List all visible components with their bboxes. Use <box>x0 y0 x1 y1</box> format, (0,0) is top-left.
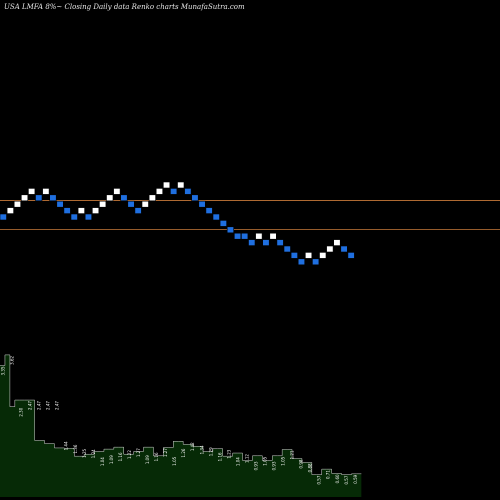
volume-label: 1.34 <box>199 445 204 454</box>
renko-brick-down <box>35 194 43 202</box>
renko-brick-down <box>340 245 348 253</box>
volume-label: 2.47 <box>46 401 51 410</box>
volume-label: 0.59 <box>353 474 358 483</box>
volume-label: 1.04 <box>235 457 240 466</box>
volume-label: 1.21 <box>290 450 295 459</box>
renko-brick-up <box>269 232 277 240</box>
volume-label: 2.47 <box>55 401 60 410</box>
volume-label: 1.25 <box>82 448 87 457</box>
renko-brick-up <box>113 188 121 195</box>
renko-brick-down <box>283 245 291 253</box>
volume-label: 1.16 <box>217 452 222 461</box>
renko-brick-down <box>191 194 199 202</box>
volume-label: 1.12 <box>244 454 249 463</box>
renko-brick-down <box>134 207 142 214</box>
volume-outline <box>0 354 362 475</box>
volume-label: 1.05 <box>172 456 177 465</box>
volume-area <box>0 354 362 497</box>
renko-brick-up <box>6 207 14 214</box>
renko-brick-down <box>70 213 78 221</box>
renko-brick-down <box>219 220 227 227</box>
volume-label: 1.26 <box>181 448 186 457</box>
volume-label: 0.88 <box>308 463 313 472</box>
renko-brick-down <box>212 213 220 221</box>
renko-brick-up <box>13 200 21 208</box>
renko-bricks <box>0 181 355 266</box>
volume-label: 1.29 <box>208 447 213 456</box>
volume-label: 1.27 <box>163 448 168 457</box>
volume-label: 2.47 <box>37 401 42 410</box>
renko-brick-down <box>127 200 135 208</box>
volume-label: 1.04 <box>100 457 105 466</box>
renko-brick-down <box>84 213 92 221</box>
renko-brick-up <box>77 207 85 214</box>
renko-brick-up <box>333 239 341 246</box>
renko-brick-down <box>226 226 234 234</box>
volume-label: 1.16 <box>154 452 159 461</box>
renko-brick-up <box>141 200 149 208</box>
renko-brick-down <box>49 194 57 202</box>
renko-brick-up <box>304 252 313 259</box>
volume-label: 1.09 <box>109 455 114 464</box>
renko-brick-down <box>347 252 355 259</box>
volume-label: 0.57 <box>344 475 349 484</box>
volume-label: 2.47 <box>28 401 33 410</box>
volume-label: 0.93 <box>253 461 258 470</box>
renko-brick-up <box>148 194 156 202</box>
renko-brick-down <box>170 188 178 195</box>
volume-label: 1.36 <box>73 444 78 453</box>
volume-label: 1.23 <box>226 449 231 458</box>
renko-brick-down <box>63 207 71 214</box>
volume-label: 1.05 <box>281 456 286 465</box>
renko-brick-down <box>312 258 320 266</box>
renko-brick-up <box>92 207 100 214</box>
renko-brick-down <box>248 239 256 246</box>
volume-label: 0.57 <box>317 475 322 484</box>
volume-label: 3.62 <box>10 355 15 364</box>
renko-brick-down <box>276 239 284 246</box>
reference-lines <box>0 200 500 230</box>
renko-brick-down <box>297 258 306 266</box>
renko-brick-up <box>99 200 107 208</box>
volume-label: 0.98 <box>299 459 304 468</box>
volume-label: 1.16 <box>118 452 123 461</box>
renko-brick-down <box>205 207 213 214</box>
renko-brick-up <box>319 252 327 259</box>
volume-label: 0.71 <box>326 470 331 479</box>
renko-brick-down <box>234 232 242 240</box>
renko-brick-up <box>177 181 185 189</box>
renko-brick-up <box>20 194 29 202</box>
volume-label: 2.30 <box>19 407 24 416</box>
renko-brick-up <box>326 245 334 253</box>
renko-brick-up <box>106 194 114 202</box>
renko-brick-down <box>56 200 64 208</box>
renko-brick-up <box>42 188 50 195</box>
volume-label: 3.35 <box>1 366 6 375</box>
renko-brick-up <box>28 188 36 195</box>
renko-brick-down <box>241 232 249 240</box>
renko-brick-up <box>155 188 163 195</box>
volume-label: 1.24 <box>91 449 96 458</box>
volume-label: 0.93 <box>272 461 277 470</box>
volume-label: 1.27 <box>136 448 141 457</box>
volume-label: 1.09 <box>145 455 150 464</box>
volume-label: 1.42 <box>190 442 195 451</box>
renko-brick-down <box>262 239 270 246</box>
renko-brick-up <box>255 232 263 240</box>
renko-brick-down <box>0 213 7 221</box>
renko-brick-down <box>198 200 206 208</box>
renko-brick-up <box>163 181 171 189</box>
volume-label: 1.44 <box>64 441 69 450</box>
volume-label: 1.22 <box>127 450 132 459</box>
renko-brick-down <box>120 194 128 202</box>
renko-brick-down <box>290 252 298 259</box>
volume-labels: 3.35 3.62 2.30 2.47 2.47 2.47 2.47 1.44 1.36 1.25… <box>1 355 358 484</box>
chart-title: USA LMFA 8%~ Closing Daily data Renko ch… <box>4 3 245 11</box>
volume-label: 0.60 <box>335 474 340 483</box>
volume-label: 1.05 <box>263 456 268 465</box>
renko-brick-down <box>184 188 192 195</box>
